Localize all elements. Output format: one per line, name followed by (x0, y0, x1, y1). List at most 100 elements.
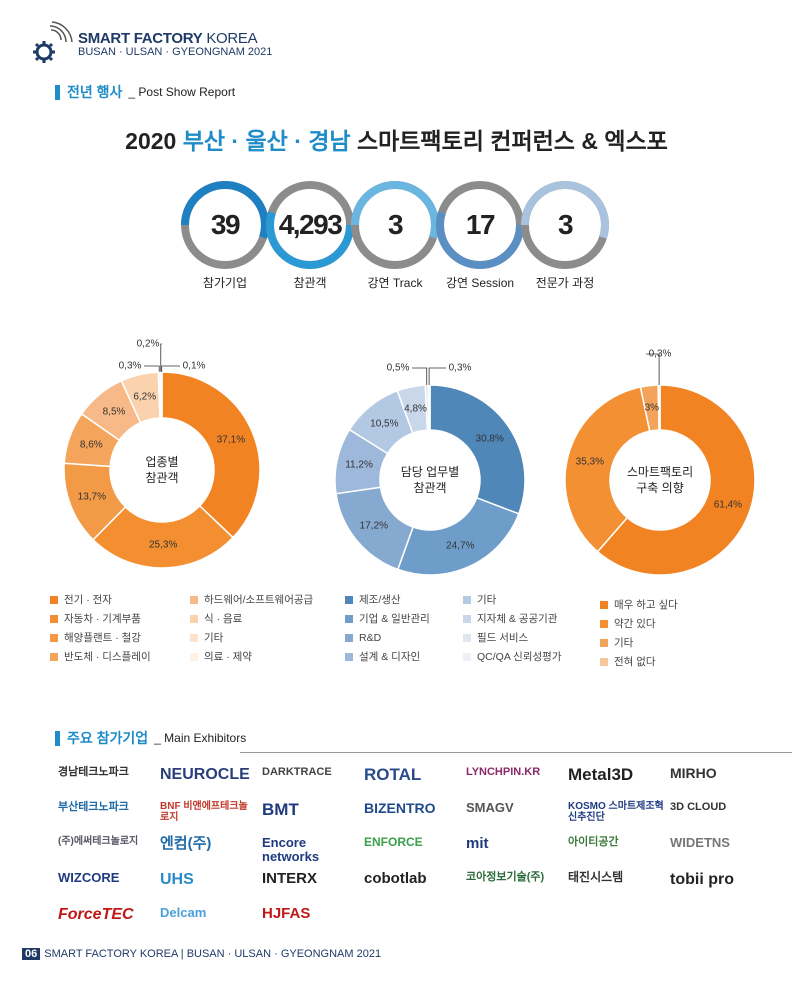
legend-item: 반도체 · 디스플레이 (50, 647, 190, 666)
legend-swatch (190, 652, 198, 661)
legend-item: 기업 & 일반관리 (345, 609, 463, 628)
slice-label: 0,3% (448, 362, 472, 374)
legend-intent: 매우 하고 싶다 약간 있다 기타 전혀 없다 (600, 595, 720, 671)
exhibitor-logo: 태진시스템 (568, 870, 624, 884)
legend-item: 기타 (190, 628, 340, 647)
legend-swatch (50, 633, 58, 642)
slice-label: 10,5% (370, 418, 399, 430)
stat-0: 39 참가기업 (180, 180, 270, 291)
slice (427, 384, 431, 431)
stat-ring (181, 181, 269, 269)
stat-value: 3 (387, 209, 404, 240)
slice-label: 13,7% (77, 491, 107, 502)
legend-item: 식 · 음료 (190, 609, 340, 628)
legend-label: 필드 서비스 (477, 632, 529, 644)
stat-4: 3 전문가 과정 (520, 180, 610, 291)
legend-label: 지자체 & 공공기관 (477, 613, 558, 625)
exhibitor-logo: 엔컴(주) (160, 835, 212, 852)
legend-item: 약간 있다 (600, 614, 720, 633)
stat-value: 3 (557, 209, 574, 240)
legend-swatch (190, 595, 198, 604)
slice (429, 384, 526, 515)
exhibitor-logo: BIZENTRO (364, 800, 436, 816)
legend-item: 자동차 · 기계부품 (50, 609, 190, 628)
legend-label: 하드웨어/소프트웨어공급 (204, 594, 314, 606)
stat-3: 17 강연 Session (435, 180, 525, 291)
leader-line (412, 367, 428, 386)
slice (92, 504, 235, 569)
stat-value: 4,293 (278, 209, 343, 240)
exhibitor-logo: KOSMO 스마트제조혁신추진단 (568, 801, 664, 823)
slice-label: 8,5% (102, 406, 126, 418)
leader-line (161, 365, 180, 373)
stat-label: 참가기업 (202, 276, 248, 290)
exhibitor-logo: cobotlab (364, 870, 427, 887)
divider (240, 752, 792, 753)
slice (596, 384, 756, 576)
legend-label: 제조/생산 (359, 594, 401, 606)
exhibitor-logo: mit (466, 835, 489, 852)
legend-swatch (50, 652, 58, 661)
slice (161, 371, 261, 539)
exhibitor-logo: INTERX (262, 870, 318, 887)
legend-label: 식 · 음료 (204, 613, 243, 625)
legend-item: 전기 · 전자 (50, 590, 190, 609)
chart-title: 업종별 참관객 (145, 455, 179, 485)
exhibitor-logo: ROTAL (364, 765, 422, 784)
slice-label: 4,8% (404, 403, 427, 415)
slice-label: 35,3% (575, 456, 605, 468)
exhibitor-logo: Encore networks (262, 835, 320, 865)
legend-swatch (600, 600, 608, 609)
legend-item: 기타 (600, 633, 720, 652)
stat-1: 4,293 참관객 (265, 180, 355, 291)
legend-swatch (345, 614, 353, 623)
legend-label: 의료 · 제약 (204, 651, 252, 663)
chart-title: 담당 업무별 참관객 (400, 465, 460, 495)
exhibitor-logo: 코아정보기술(주) (466, 871, 545, 883)
chart-title: 스마트팩토리 구축 의향 (626, 465, 694, 495)
legend-label: 약간 있다 (614, 618, 656, 630)
legend-item: 기타 (463, 590, 593, 609)
slice-label: 6,2% (133, 391, 157, 403)
legend-swatch (50, 614, 58, 623)
legend-label: QC/QA 신뢰성평가 (477, 651, 562, 663)
exhibitor-logo: SMAGV (466, 800, 514, 815)
exhibitor-logo: LYNCHPIN.KR (466, 766, 541, 778)
exhibitor-logo: UHS (160, 871, 194, 888)
legend-swatch (600, 619, 608, 628)
exhibitor-logo: ENFORCE (364, 835, 423, 849)
legend-label: 해양플랜트 · 철강 (64, 632, 141, 644)
slice-label: 37,1% (216, 434, 246, 446)
exhibitor-logo: DARKTRACE (262, 766, 332, 778)
legend-label: 자동차 · 기계부품 (64, 613, 141, 625)
slice-label: 0,1% (182, 360, 206, 372)
slice-label: 24,7% (446, 540, 475, 552)
slice-label: 0,2% (136, 338, 160, 350)
stat-ring (521, 181, 609, 269)
brand-subtitle: BUSAN · ULSAN · GYEONGNAM 2021 (78, 46, 273, 58)
leader-line (646, 353, 660, 386)
legend-swatch (50, 595, 58, 604)
exhibitor-logo: 부산테크노파크 (58, 801, 129, 813)
exhibitor-logo: 경남테크노파크 (58, 766, 129, 778)
stat-label: 강연 Session (445, 276, 515, 290)
stat-ring (436, 181, 524, 269)
legend-swatch (345, 633, 353, 642)
legend-label: 기업 & 일반관리 (359, 613, 430, 625)
exhibitor-logo: NEUROCLE (160, 766, 250, 783)
legend-swatch (463, 633, 471, 642)
exhibitor-logo: WIDETNS (670, 835, 730, 850)
slice-label: 0,3% (648, 348, 672, 360)
slice-label: 11,2% (345, 459, 373, 471)
legend-item: 지자체 & 공공기관 (463, 609, 593, 628)
slice (564, 386, 651, 553)
exhibitor-logo: MIRHO (670, 765, 717, 781)
slice-label: 0,5% (386, 362, 410, 374)
stat-value: 17 (465, 209, 496, 240)
legend-label: 기타 (614, 637, 634, 649)
legend-label: 기타 (204, 632, 224, 644)
legend-swatch (345, 652, 353, 661)
